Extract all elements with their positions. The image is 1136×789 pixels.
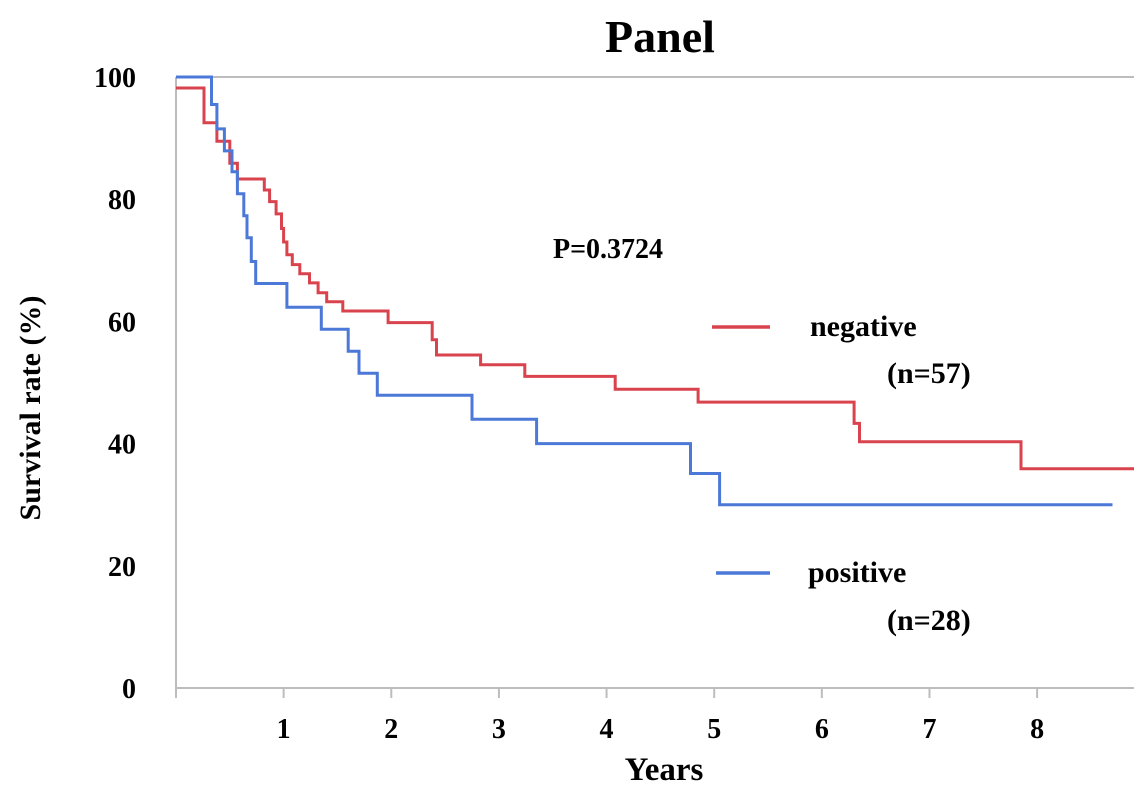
chart-title: Panel	[605, 11, 715, 62]
y-axis-label: Survival rate (%)	[14, 296, 47, 521]
y-tick-label: 80	[108, 185, 136, 216]
x-tick-label: 2	[384, 714, 398, 745]
y-tick-label: 100	[94, 63, 136, 94]
series-line-positive	[176, 75, 1113, 507]
x-tick-label: 3	[492, 714, 506, 745]
legend-label-negative: negative	[810, 310, 917, 343]
x-tick-label: 5	[707, 714, 721, 745]
series-layer	[176, 75, 1134, 507]
x-tick-label: 8	[1030, 714, 1044, 745]
series-line-negative	[176, 86, 1134, 471]
x-tick-label: 1	[277, 714, 291, 745]
x-tick-label: 4	[600, 714, 614, 745]
y-tick-label: 60	[108, 307, 136, 338]
legend-count-positive: (n=28)	[887, 604, 971, 637]
x-tick-label: 7	[922, 714, 936, 745]
y-tick-label: 0	[122, 674, 136, 705]
p-value-annotation: P=0.3724	[553, 234, 663, 265]
legend-label-positive: positive	[808, 556, 906, 589]
x-axis-label: Years	[625, 752, 704, 788]
legend-count-negative: (n=57)	[887, 357, 971, 390]
legend: negative (n=57) positive (n=28)	[712, 310, 971, 637]
y-tick-label: 40	[108, 430, 136, 461]
x-tick-label: 6	[815, 714, 829, 745]
y-tick-label: 20	[108, 552, 136, 583]
